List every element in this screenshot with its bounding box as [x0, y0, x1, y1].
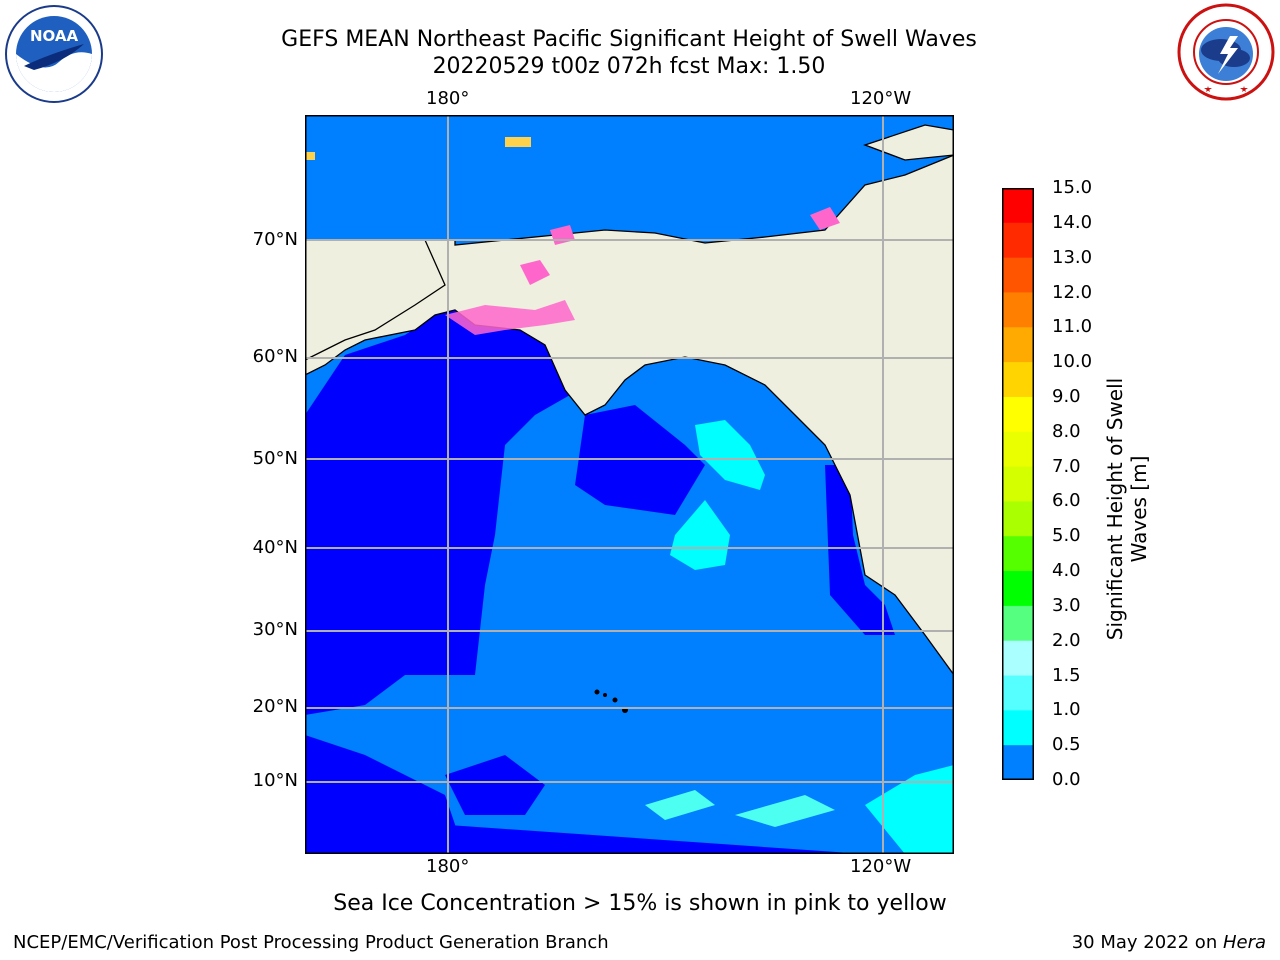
lat-label-20n: 20°N	[252, 696, 298, 717]
noaa-logo: NOAA	[4, 4, 104, 104]
north-america-land	[304, 154, 955, 678]
colorbar-segment	[1002, 292, 1034, 328]
colorbar-tick-label: 3.0	[1052, 594, 1081, 616]
colorbar-segment	[1002, 640, 1034, 677]
swell-patch-southeast	[865, 765, 954, 854]
colorbar-segment	[1002, 536, 1034, 572]
chart-subtitle: 20220529 t00z 072h fcst Max: 1.50	[432, 54, 826, 79]
chart-title: GEFS MEAN Northeast Pacific Significant …	[281, 27, 977, 52]
sea-ice-west-patch	[305, 152, 315, 160]
colorbar-tick-label: 12.0	[1052, 281, 1093, 303]
credit-right: 30 May 2022 on Hera	[1072, 932, 1266, 953]
swell-patch-south-2	[735, 795, 835, 827]
hawaii-island-2	[603, 693, 607, 697]
swell-patch-central	[670, 500, 730, 570]
lat-label-30n: 30°N	[252, 619, 298, 640]
siberia-land	[304, 239, 446, 362]
lon-label-bottom-120w: 120°W	[850, 856, 912, 877]
colorbar-tick-label: 10.0	[1052, 351, 1093, 373]
colorbar-tick-label: 5.0	[1052, 525, 1081, 547]
colorbar-segment	[1002, 710, 1034, 746]
colorbar-segment	[1002, 675, 1034, 711]
low-swell-west-region	[305, 295, 605, 715]
colorbar-segment	[1002, 222, 1034, 259]
lat-label-10n: 10°N	[252, 770, 298, 791]
colorbar-segment	[1002, 745, 1034, 781]
low-swell-coastal-region	[825, 465, 895, 635]
noaa-logo-text: NOAA	[30, 27, 79, 45]
hawaii-island-3	[612, 697, 618, 703]
credit-date: 30 May 2022 on	[1071, 932, 1223, 953]
swell-patch-gulf	[695, 420, 765, 490]
colorbar-segment	[1002, 188, 1034, 224]
credit-host: Hera	[1222, 932, 1266, 953]
swell-patch-south-1	[645, 790, 715, 820]
colorbar-tick-label: 11.0	[1052, 316, 1093, 338]
colorbar-tick-label: 0.0	[1052, 769, 1081, 790]
colorbar-tick-label: 1.0	[1052, 699, 1081, 721]
colorbar-tick-label: 0.5	[1052, 734, 1081, 756]
colorbar-segment	[1002, 396, 1034, 433]
colorbar-tick-label: 2.0	[1052, 629, 1081, 651]
colorbar-tick-label: 15.0	[1052, 177, 1093, 198]
lon-label-top-120w: 120°W	[850, 88, 912, 109]
sea-ice-bering	[445, 300, 575, 335]
colorbar-segment	[1002, 257, 1034, 293]
lat-label-60n: 60°N	[252, 346, 298, 367]
sea-ice-caption: Sea Ice Concentration > 15% is shown in …	[333, 891, 947, 916]
lon-label-bottom-180: 180°	[426, 856, 470, 877]
sea-ice-beaufort	[810, 207, 840, 230]
credit-left: NCEP/EMC/Verification Post Processing Pr…	[13, 932, 609, 953]
colorbar-tick-label: 8.0	[1052, 420, 1081, 442]
colorbar-segment	[1002, 431, 1034, 468]
sea-ice-arctic-patch	[505, 137, 531, 147]
lat-label-70n: 70°N	[252, 229, 298, 250]
colorbar-segment	[1002, 571, 1034, 607]
colorbar	[1002, 188, 1034, 781]
lat-label-50n: 50°N	[252, 448, 298, 469]
graticule	[305, 115, 954, 854]
colorbar-tick-label: 6.0	[1052, 490, 1081, 512]
colorbar-title-line1: Significant Height of Swell	[1103, 377, 1127, 641]
map-frame	[305, 115, 954, 854]
lat-label-40n: 40°N	[252, 537, 298, 558]
sea-ice-norton	[520, 260, 550, 285]
colorbar-segment	[1002, 466, 1034, 502]
colorbar-tick-label: 4.0	[1052, 560, 1081, 582]
low-swell-patch	[445, 755, 545, 815]
colorbar-title-line2: Waves [m]	[1127, 455, 1151, 563]
colorbar-tick-label: 14.0	[1052, 211, 1093, 233]
colorbar-segment	[1002, 605, 1034, 642]
colorbar-tick-label: 7.0	[1052, 455, 1081, 477]
colorbar-title: Significant Height of Swell Waves [m]	[1103, 299, 1151, 719]
colorbar-tick-label: 1.5	[1052, 664, 1081, 686]
nws-logo	[1176, 2, 1276, 102]
colorbar-tick-label: 13.0	[1052, 246, 1093, 268]
colorbar-tick-label: 9.0	[1052, 385, 1081, 407]
colorbar-segment	[1002, 362, 1034, 398]
map-panel	[304, 115, 955, 854]
lon-label-top-180: 180°	[426, 88, 470, 109]
low-swell-south-strip	[305, 815, 865, 854]
colorbar-segment	[1002, 501, 1034, 537]
hawaii-island-1	[594, 689, 600, 695]
colorbar-segment	[1002, 327, 1034, 363]
